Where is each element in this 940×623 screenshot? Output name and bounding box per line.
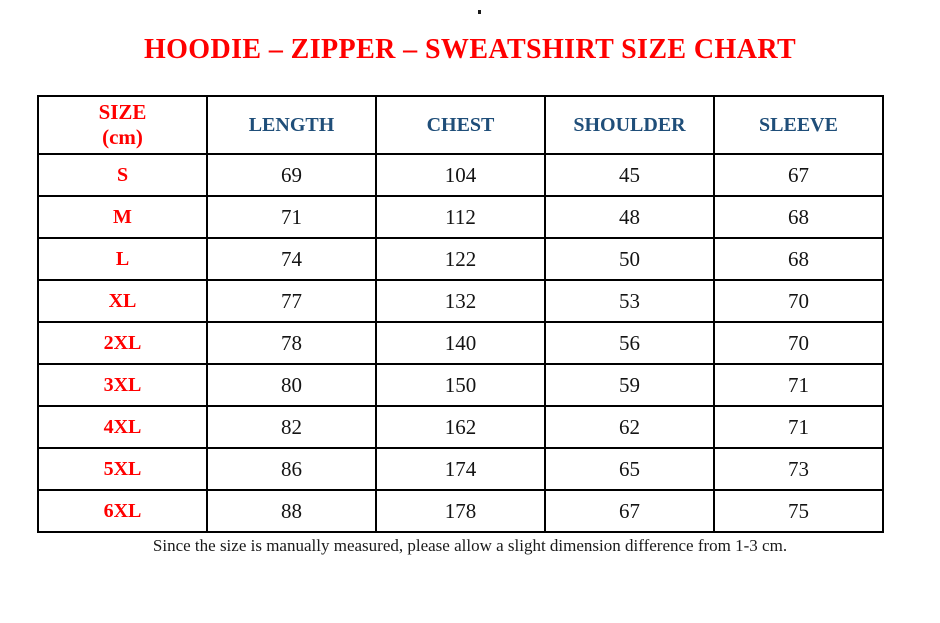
- length-value: 74: [206, 237, 377, 281]
- shoulder-value: 65: [544, 447, 715, 491]
- sleeve-value: 68: [713, 237, 884, 281]
- chest-value: 174: [375, 447, 546, 491]
- size-row-label: 4XL: [37, 405, 208, 449]
- length-value: 82: [206, 405, 377, 449]
- length-value: 77: [206, 279, 377, 323]
- shoulder-value: 67: [544, 489, 715, 533]
- size-row-label: 5XL: [37, 447, 208, 491]
- length-value: 69: [206, 153, 377, 197]
- chest-value: 132: [375, 279, 546, 323]
- sleeve-value: 73: [713, 447, 884, 491]
- chest-value: 162: [375, 405, 546, 449]
- chest-value: 178: [375, 489, 546, 533]
- shoulder-column-header: SHOULDER: [544, 95, 715, 155]
- chest-value: 140: [375, 321, 546, 365]
- sleeve-value: 67: [713, 153, 884, 197]
- sleeve-value: 70: [713, 321, 884, 365]
- length-value: 88: [206, 489, 377, 533]
- shoulder-value: 50: [544, 237, 715, 281]
- size-table-row: XL 77 132 53 70: [37, 279, 884, 323]
- shoulder-value: 56: [544, 321, 715, 365]
- chest-value: 104: [375, 153, 546, 197]
- sleeve-value: 71: [713, 363, 884, 407]
- size-chart-table: SIZE (cm) LENGTH CHEST SHOULDER SLEEVE S…: [37, 95, 884, 533]
- size-table-row: M 71 112 48 68: [37, 195, 884, 239]
- size-table-row: 4XL 82 162 62 71: [37, 405, 884, 449]
- header-row: SIZE (cm) LENGTH CHEST SHOULDER SLEEVE: [37, 95, 884, 155]
- size-table-row: 3XL 80 150 59 71: [37, 363, 884, 407]
- size-header-line2: (cm): [102, 125, 143, 149]
- chest-value: 112: [375, 195, 546, 239]
- shoulder-value: 53: [544, 279, 715, 323]
- size-table-row: 2XL 78 140 56 70: [37, 321, 884, 365]
- shoulder-value: 59: [544, 363, 715, 407]
- length-value: 78: [206, 321, 377, 365]
- size-row-label: 2XL: [37, 321, 208, 365]
- sleeve-value: 75: [713, 489, 884, 533]
- sleeve-value: 68: [713, 195, 884, 239]
- size-row-label: 6XL: [37, 489, 208, 533]
- table-body: S 69 104 45 67 M 71 112 48 68 L 74 122 5…: [37, 153, 884, 533]
- size-row-label: L: [37, 237, 208, 281]
- stray-dot-mark: [478, 10, 481, 14]
- size-table-row: S 69 104 45 67: [37, 153, 884, 197]
- length-value: 71: [206, 195, 377, 239]
- size-table-row: 6XL 88 178 67 75: [37, 489, 884, 533]
- sleeve-column-header: SLEEVE: [713, 95, 884, 155]
- page-title: HOODIE – ZIPPER – SWEATSHIRT SIZE CHART: [143, 34, 797, 65]
- shoulder-value: 45: [544, 153, 715, 197]
- size-row-label: 3XL: [37, 363, 208, 407]
- chest-value: 122: [375, 237, 546, 281]
- size-header-line1: SIZE: [98, 99, 147, 124]
- shoulder-value: 62: [544, 405, 715, 449]
- size-row-label: M: [37, 195, 208, 239]
- length-column-header: LENGTH: [206, 95, 377, 155]
- length-value: 80: [206, 363, 377, 407]
- chest-value: 150: [375, 363, 546, 407]
- measurement-disclaimer: Since the size is manually measured, ple…: [152, 536, 788, 555]
- size-table-row: 5XL 86 174 65 73: [37, 447, 884, 491]
- length-value: 86: [206, 447, 377, 491]
- size-table-row: L 74 122 50 68: [37, 237, 884, 281]
- sleeve-value: 71: [713, 405, 884, 449]
- shoulder-value: 48: [544, 195, 715, 239]
- size-row-label: S: [37, 153, 208, 197]
- chest-column-header: CHEST: [375, 95, 546, 155]
- size-column-header: SIZE (cm): [37, 95, 208, 155]
- size-row-label: XL: [37, 279, 208, 323]
- table-header: SIZE (cm) LENGTH CHEST SHOULDER SLEEVE: [37, 95, 884, 155]
- sleeve-value: 70: [713, 279, 884, 323]
